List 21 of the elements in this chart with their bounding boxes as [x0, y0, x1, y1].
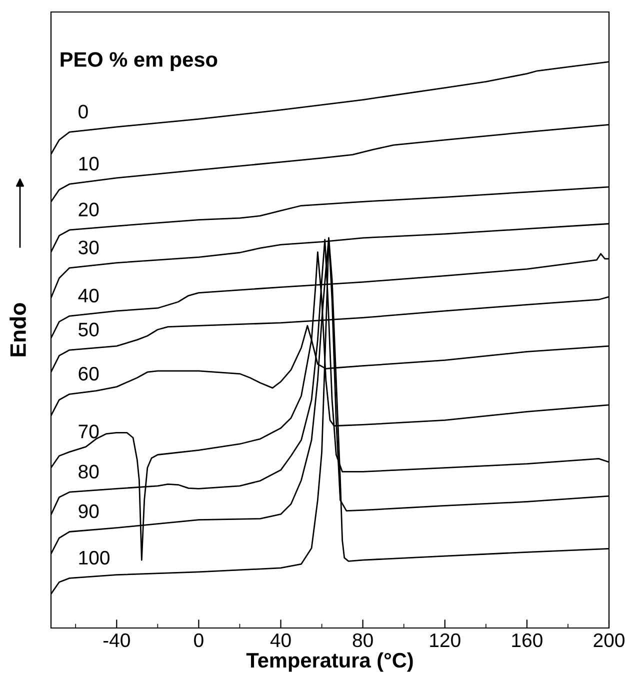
series-label: 0 — [78, 104, 88, 118]
x-tick-label: 160 — [512, 633, 542, 648]
x-axis-title: Temperatura (°C) — [246, 652, 413, 672]
legend-title: PEO % em peso — [60, 52, 218, 71]
x-tick-label: 200 — [594, 633, 624, 648]
series-label: 10 — [79, 156, 99, 171]
y-axis-title: Endo — [10, 303, 26, 356]
series-label: 60 — [78, 366, 99, 381]
series-label: 90 — [78, 504, 99, 518]
x-tick-label: 40 — [270, 633, 291, 648]
series-label: 30 — [78, 240, 99, 254]
x-tick-label: 80 — [352, 633, 373, 648]
series-label: 100 — [79, 550, 110, 565]
series-label: 70 — [78, 424, 99, 438]
series-label: 50 — [78, 322, 99, 336]
x-tick-label: 0 — [194, 633, 204, 648]
series-label: 40 — [78, 288, 99, 302]
x-tick-label: 120 — [430, 633, 460, 648]
x-tick-label: -40 — [103, 633, 130, 648]
series-label: 20 — [78, 202, 99, 216]
series-label: 80 — [78, 464, 99, 479]
